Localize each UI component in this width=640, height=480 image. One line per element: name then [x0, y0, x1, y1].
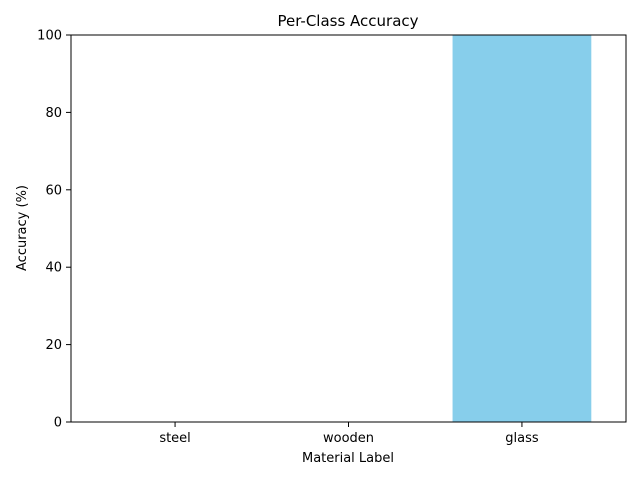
y-axis-label: Accuracy (%): [15, 185, 30, 271]
bars-layer: [452, 35, 592, 422]
x-tick-label-wooden: wooden: [323, 431, 374, 446]
y-tick-label: 80: [45, 106, 62, 121]
y-tick-label: 40: [45, 261, 62, 276]
x-tick-label-steel: steel: [159, 431, 190, 446]
y-tick-label: 20: [45, 338, 62, 353]
x-tick-label-glass: glass: [505, 431, 539, 446]
x-axis-label: Material Label: [302, 451, 394, 466]
chart-title: Per-Class Accuracy: [277, 12, 418, 30]
x-axis-ticks: steel wooden glass: [159, 422, 539, 446]
y-tick-label: 100: [37, 29, 62, 44]
y-axis-ticks: 0 20 40 60 80 100: [37, 29, 71, 431]
y-tick-label: 60: [45, 183, 62, 198]
bar-glass: [452, 35, 592, 422]
y-tick-label: 0: [54, 416, 62, 431]
plot-frame: [70, 34, 627, 423]
